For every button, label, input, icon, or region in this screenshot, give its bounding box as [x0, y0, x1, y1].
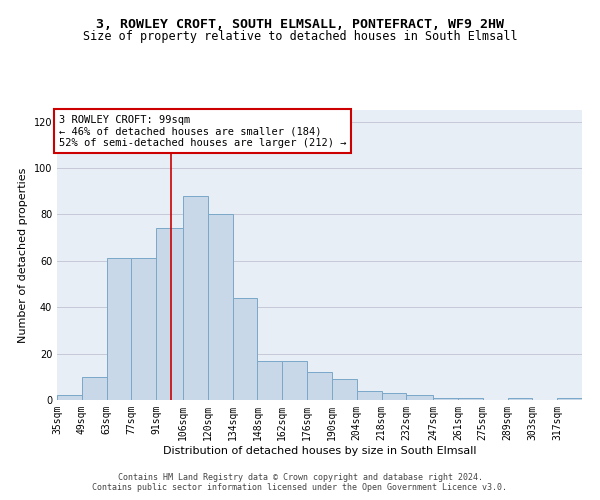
Bar	[107, 258, 131, 400]
Bar	[282, 360, 307, 400]
Bar	[57, 396, 82, 400]
Bar	[508, 398, 532, 400]
Bar	[458, 398, 482, 400]
Bar	[406, 396, 433, 400]
Text: 3, ROWLEY CROFT, SOUTH ELMSALL, PONTEFRACT, WF9 2HW: 3, ROWLEY CROFT, SOUTH ELMSALL, PONTEFRA…	[96, 18, 504, 30]
Bar	[208, 214, 233, 400]
Bar	[183, 196, 208, 400]
Bar	[332, 379, 357, 400]
Bar	[357, 390, 382, 400]
Bar	[382, 393, 406, 400]
Text: Contains HM Land Registry data © Crown copyright and database right 2024.
Contai: Contains HM Land Registry data © Crown c…	[92, 473, 508, 492]
Text: 3 ROWLEY CROFT: 99sqm
← 46% of detached houses are smaller (184)
52% of semi-det: 3 ROWLEY CROFT: 99sqm ← 46% of detached …	[59, 114, 346, 148]
Bar	[157, 228, 183, 400]
Bar	[82, 377, 107, 400]
Text: Size of property relative to detached houses in South Elmsall: Size of property relative to detached ho…	[83, 30, 517, 43]
Bar	[257, 360, 282, 400]
X-axis label: Distribution of detached houses by size in South Elmsall: Distribution of detached houses by size …	[163, 446, 476, 456]
Y-axis label: Number of detached properties: Number of detached properties	[18, 168, 28, 342]
Bar	[433, 398, 458, 400]
Bar	[307, 372, 332, 400]
Bar	[557, 398, 582, 400]
Bar	[233, 298, 257, 400]
Bar	[131, 258, 157, 400]
